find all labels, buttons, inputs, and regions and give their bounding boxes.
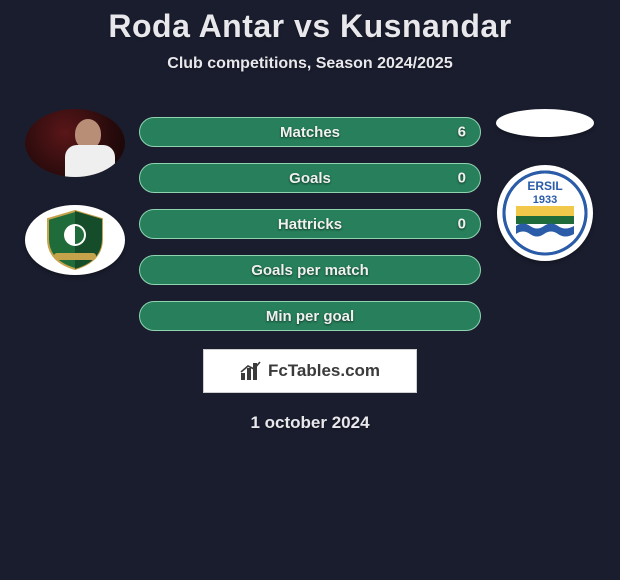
crest-year: 1933 xyxy=(533,194,557,206)
crest-icon: ERSIL 1933 xyxy=(502,170,588,256)
left-column xyxy=(19,109,131,275)
footer-date: 1 october 2024 xyxy=(0,413,620,433)
stat-label: Matches xyxy=(280,124,340,141)
stat-label: Goals per match xyxy=(251,262,369,279)
stat-row-goals-per-match: Goals per match xyxy=(139,255,481,285)
infographic-root: Roda Antar vs Kusnandar Club competition… xyxy=(0,0,620,433)
stat-row-min-per-goal: Min per goal xyxy=(139,301,481,331)
crest-text: ERSIL xyxy=(527,179,562,193)
stat-value-right: 6 xyxy=(458,124,466,141)
stat-value-right: 0 xyxy=(458,170,466,187)
page-subtitle: Club competitions, Season 2024/2025 xyxy=(0,55,620,73)
source-badge-text: FcTables.com xyxy=(268,361,380,381)
club-crest-right: ERSIL 1933 xyxy=(497,165,593,261)
main-row: Matches 6 Goals 0 Hattricks 0 Goals per … xyxy=(0,109,620,331)
stat-row-matches: Matches 6 xyxy=(139,117,481,147)
stat-row-hattricks: Hattricks 0 xyxy=(139,209,481,239)
stat-value-right: 0 xyxy=(458,216,466,233)
page-title: Roda Antar vs Kusnandar xyxy=(0,8,620,45)
right-column: ERSIL 1933 xyxy=(489,109,601,261)
stat-label: Hattricks xyxy=(278,216,342,233)
stat-label: Min per goal xyxy=(266,308,354,325)
player-photo-left xyxy=(25,109,125,177)
stat-row-goals: Goals 0 xyxy=(139,163,481,193)
club-crest-left xyxy=(25,205,125,275)
bars-icon xyxy=(240,361,262,381)
shield-icon xyxy=(40,209,110,271)
stats-bars: Matches 6 Goals 0 Hattricks 0 Goals per … xyxy=(139,109,481,331)
source-badge: FcTables.com xyxy=(203,349,417,393)
player-photo-right-placeholder xyxy=(496,109,594,137)
stat-label: Goals xyxy=(289,170,331,187)
